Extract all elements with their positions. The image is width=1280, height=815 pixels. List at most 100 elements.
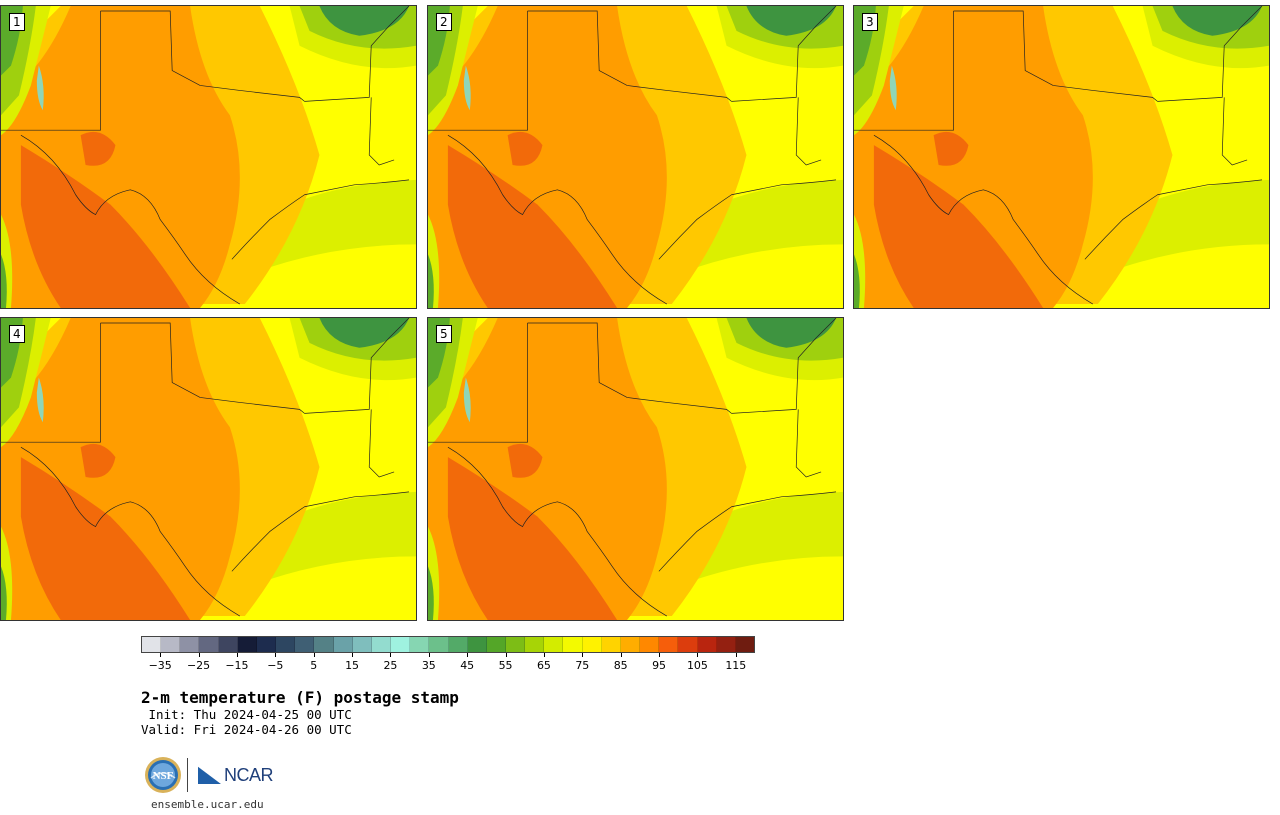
state-border [1, 322, 101, 443]
colorbar-tick-label: 95 [652, 659, 667, 672]
state-border [20, 134, 241, 305]
state-border [658, 491, 837, 572]
member-label-2: 2 [436, 13, 452, 31]
site-url: ensemble.ucar.edu [151, 798, 264, 811]
colorbar-tick-label: 5 [310, 659, 318, 672]
ncar-logo-text: NCAR [224, 764, 274, 785]
nsf-logo-text: NSF [153, 770, 174, 782]
colorbar-segment [237, 637, 257, 652]
colorbar-tick [313, 653, 315, 657]
colorbar-tick-label: −15 [225, 659, 249, 672]
colorbar-ticks: −35 −25 −15 −5 5 15 25 35 45 55 65 75 85 95 105 115 [141, 653, 755, 673]
state-border [368, 409, 395, 478]
temperature-region [447, 145, 618, 308]
colorbar-segment [256, 637, 277, 652]
member-label-3: 3 [862, 13, 878, 31]
temperature-region [463, 65, 471, 111]
ncar-mark-icon [197, 765, 223, 785]
colorbar-segment [697, 637, 717, 652]
temperature-region [854, 254, 860, 308]
colorbar-segment [314, 637, 334, 652]
member-label-5: 5 [436, 325, 452, 343]
colorbar-segment [620, 637, 641, 652]
state-border [527, 322, 732, 414]
colorbar-tick [160, 653, 162, 657]
colorbar-tick [620, 653, 622, 657]
state-border [795, 409, 822, 478]
state-border [231, 491, 410, 572]
colorbar-tick [275, 653, 277, 657]
state-border [447, 446, 668, 617]
colorbar-tick-label: −5 [267, 659, 284, 672]
colorbar-segment [333, 637, 353, 652]
colorbar-tick-label: 45 [460, 659, 475, 672]
colorbar-tick [582, 653, 584, 657]
temperature-region [507, 131, 543, 166]
colorbar-segment [582, 637, 602, 652]
colorbar-segment [161, 637, 181, 652]
member-label-1: 1 [9, 13, 25, 31]
temperature-region [20, 145, 191, 308]
temperature-region [36, 65, 44, 111]
state-border [1, 10, 101, 131]
temperature-map-4 [1, 318, 416, 620]
colorbar-tick-label: −25 [186, 659, 211, 672]
colorbar-segment [199, 637, 219, 652]
stamp-panel-4: 4 [0, 317, 417, 621]
temperature-region [873, 145, 1044, 308]
colorbar-tick [659, 653, 661, 657]
stamp-panel-5: 5 [427, 317, 844, 621]
colorbar-segment [716, 637, 736, 652]
init-time: Init: Thu 2024-04-25 00 UTC [141, 707, 352, 722]
colorbar-tick [697, 653, 699, 657]
colorbar-segment [563, 637, 583, 652]
state-border [953, 10, 1158, 102]
stamp-panel-3: 3 [853, 5, 1270, 309]
temperature-map-1 [1, 6, 416, 308]
colorbar-tick [428, 653, 430, 657]
colorbar-tick [236, 653, 238, 657]
colorbar-tick-label: 15 [345, 659, 360, 672]
colorbar-segment [601, 637, 621, 652]
member-label-4: 4 [9, 325, 25, 343]
colorbar-tick-label: 85 [613, 659, 628, 672]
temperature-region [447, 457, 618, 620]
state-border [428, 10, 528, 131]
colorbar-tick-label: 115 [725, 659, 747, 672]
stamp-panel-1: 1 [0, 5, 417, 309]
colorbar-segment [448, 637, 468, 652]
temperature-region [933, 131, 969, 166]
colorbar-tick [543, 653, 545, 657]
temperature-region [1, 254, 7, 308]
nsf-logo-icon: NSF [145, 757, 181, 793]
state-border [368, 97, 395, 166]
state-border [527, 10, 732, 102]
state-border [1221, 97, 1248, 166]
state-border [658, 179, 837, 260]
colorbar-segment [371, 637, 392, 652]
colorbar-segment [505, 637, 526, 652]
colorbar-segment [467, 637, 487, 652]
temperature-map-5 [428, 318, 843, 620]
colorbar-segment [391, 637, 411, 652]
colorbar-tick [390, 653, 392, 657]
valid-time: Valid: Fri 2024-04-26 00 UTC [141, 722, 352, 737]
state-border [231, 179, 410, 260]
state-border [20, 446, 241, 617]
temperature-region [20, 457, 191, 620]
colorbar-tick-label: 55 [498, 659, 513, 672]
state-border [1084, 179, 1263, 260]
state-border [1157, 6, 1263, 102]
colorbar-segment [295, 637, 315, 652]
colorbar-segment [486, 637, 506, 652]
temperature-region [889, 65, 897, 111]
plot-title: 2-m temperature (F) postage stamp [141, 688, 459, 707]
state-border [100, 322, 305, 414]
colorbar-segment [735, 637, 754, 652]
temperature-region [80, 131, 116, 166]
colorbar [141, 636, 755, 653]
colorbar-tick [467, 653, 469, 657]
temperature-region [239, 491, 416, 587]
ncar-logo: NCAR [197, 762, 274, 788]
colorbar-segment [276, 637, 296, 652]
